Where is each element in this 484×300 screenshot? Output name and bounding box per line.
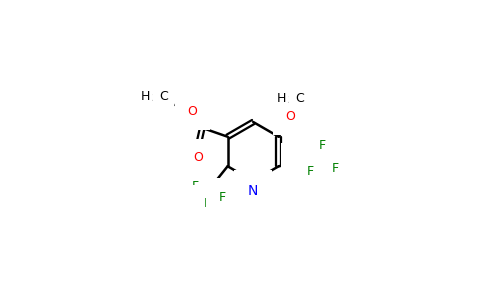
Text: C: C	[159, 90, 167, 103]
Text: F: F	[332, 162, 339, 175]
Text: H: H	[276, 92, 286, 105]
Text: F: F	[307, 165, 314, 178]
Text: O: O	[187, 105, 197, 118]
Text: F: F	[204, 197, 211, 211]
Text: F: F	[219, 190, 226, 204]
Text: F: F	[319, 139, 326, 152]
Text: H: H	[140, 90, 150, 103]
Text: O: O	[193, 151, 203, 164]
Text: 3: 3	[151, 94, 157, 103]
Text: O: O	[286, 110, 295, 123]
Text: O: O	[294, 155, 303, 168]
Text: F: F	[192, 179, 199, 193]
Text: N: N	[248, 184, 258, 198]
Text: 3: 3	[287, 96, 293, 105]
Text: C: C	[295, 92, 303, 105]
